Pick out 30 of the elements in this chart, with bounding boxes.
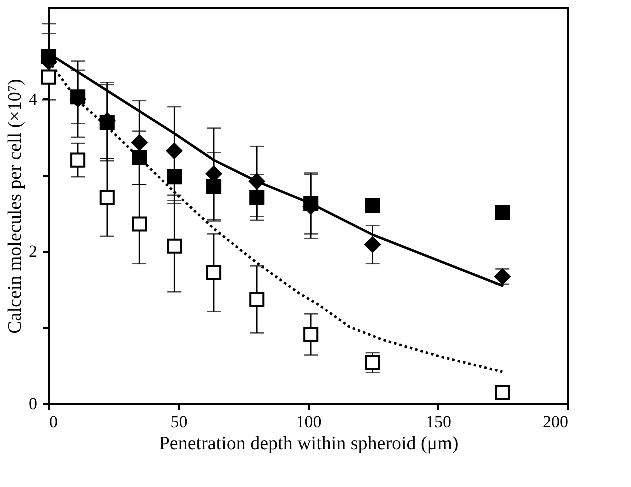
y-tick-label: 2 bbox=[29, 242, 38, 262]
point bbox=[167, 170, 182, 185]
x-tick-label: 200 bbox=[543, 412, 568, 432]
x-tick-label: 150 bbox=[426, 412, 452, 432]
point bbox=[365, 355, 380, 370]
point bbox=[250, 292, 265, 308]
point bbox=[70, 152, 86, 168]
point bbox=[100, 190, 115, 206]
x-tick-label: 50 bbox=[170, 412, 188, 432]
x-axis-title: Penetration depth within spheroid (μm) bbox=[159, 434, 459, 454]
point bbox=[166, 143, 183, 160]
point bbox=[250, 190, 265, 206]
point bbox=[364, 236, 381, 253]
point bbox=[365, 198, 380, 214]
point bbox=[495, 205, 510, 220]
y-tick-label: 0 bbox=[29, 394, 38, 414]
point bbox=[132, 216, 148, 232]
point bbox=[495, 385, 510, 400]
point bbox=[304, 327, 319, 342]
point bbox=[167, 238, 182, 254]
point bbox=[41, 70, 57, 85]
point bbox=[41, 49, 57, 64]
x-tick-label: 100 bbox=[296, 412, 322, 432]
x-tick-label: 0 bbox=[50, 412, 58, 432]
point bbox=[206, 265, 222, 281]
y-axis-title: Calcein molecules per cell (×10⁷) bbox=[5, 79, 26, 334]
point bbox=[131, 134, 148, 151]
point bbox=[132, 150, 148, 166]
point bbox=[206, 179, 222, 194]
y-tick-label: 4 bbox=[29, 90, 38, 109]
